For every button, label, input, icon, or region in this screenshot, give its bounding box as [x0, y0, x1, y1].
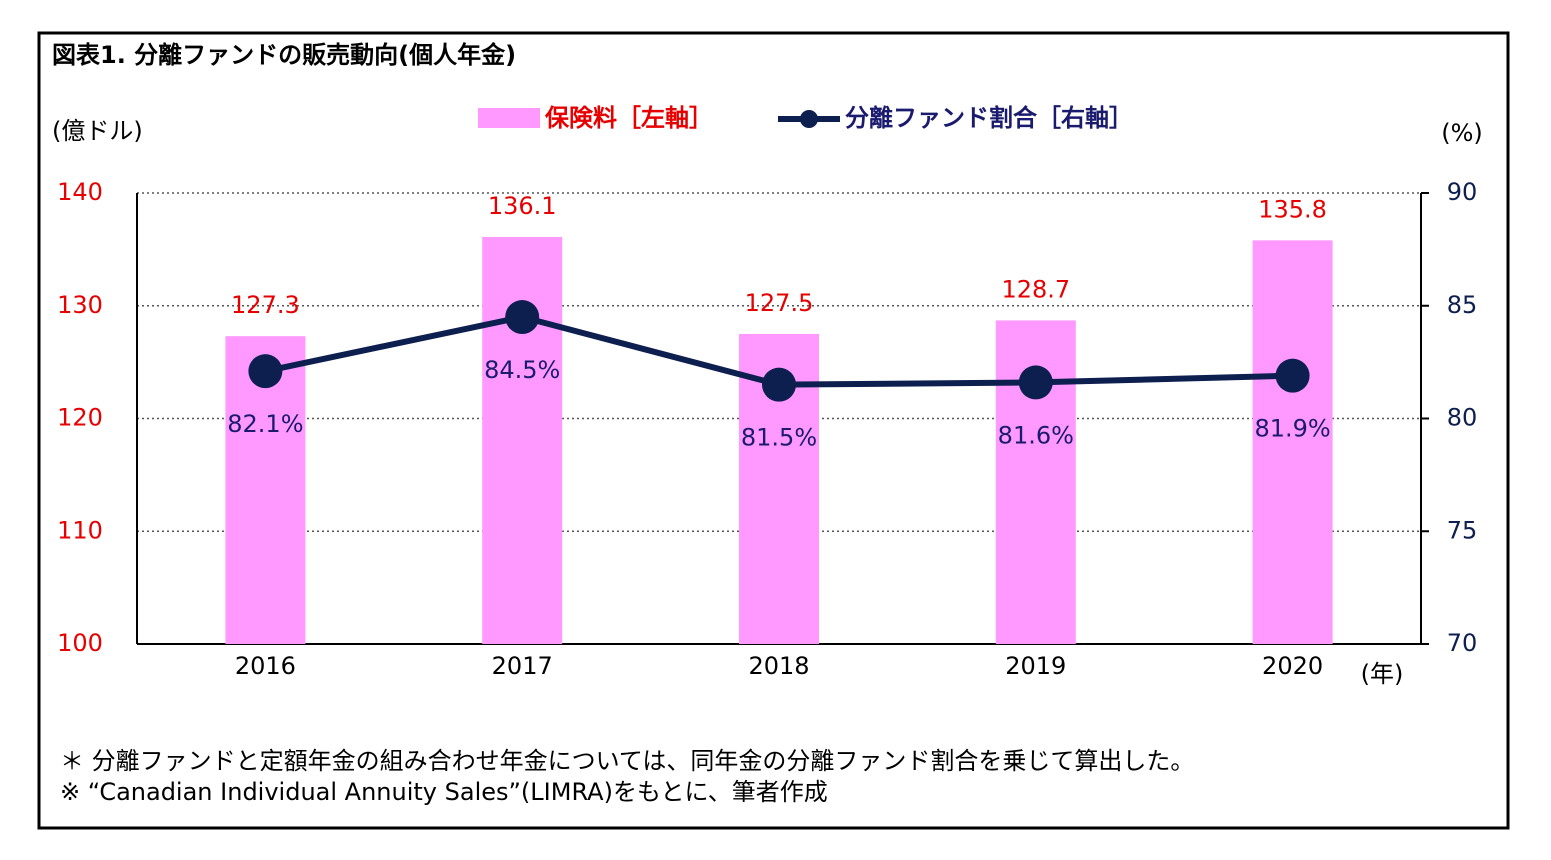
point [1018, 365, 1053, 400]
legend-swatch [800, 110, 818, 128]
data-label: 82.1% [227, 410, 303, 438]
data-label: 81.6% [998, 421, 1074, 449]
x-tick-label: 2016 [235, 652, 296, 680]
point [505, 300, 540, 335]
data-label: 84.5% [484, 356, 560, 384]
x-axis-label: (年) [1361, 660, 1404, 688]
data-label: 127.3 [231, 291, 300, 319]
y-tick-label: 130 [57, 291, 103, 319]
x-tick-label: 2017 [492, 652, 553, 680]
data-label: 81.9% [1254, 415, 1330, 443]
data-label: 135.8 [1258, 195, 1327, 223]
y-tick-label: 120 [57, 404, 103, 432]
y-axis-label: (億ドル) [52, 117, 143, 145]
chart-title: 図表1. 分離ファンドの販売動向(個人年金) [52, 41, 516, 69]
x-tick-label: 2018 [748, 652, 809, 680]
data-label: 128.7 [1001, 275, 1070, 303]
y2-tick-label: 85 [1447, 291, 1478, 319]
data-label: 136.1 [488, 192, 557, 220]
x-tick-label: 2019 [1005, 652, 1066, 680]
legend-swatch [478, 108, 540, 128]
y2-tick-label: 90 [1447, 178, 1478, 206]
footnote: ※ “Canadian Individual Annuity Sales”(LI… [60, 778, 828, 806]
y2-axis-label: (%) [1441, 119, 1483, 147]
footnote: ＊ 分離ファンドと定額年金の組み合わせ年金については、同年金の分離ファンド割合を… [60, 747, 1194, 775]
y-tick-label: 140 [57, 178, 103, 206]
bar [482, 236, 563, 644]
y2-tick-label: 80 [1447, 404, 1478, 432]
y2-tick-label: 70 [1447, 629, 1478, 657]
y-tick-label: 110 [57, 516, 103, 544]
data-label: 81.5% [741, 424, 817, 452]
data-label: 127.5 [745, 289, 814, 317]
y2-tick-label: 75 [1447, 516, 1478, 544]
x-tick-label: 2020 [1262, 652, 1323, 680]
point [248, 354, 283, 389]
point [1275, 358, 1310, 393]
bar [1252, 240, 1333, 645]
legend-label: 分離ファンド割合［右軸］ [845, 104, 1133, 132]
y-tick-label: 100 [57, 629, 103, 657]
point [762, 367, 796, 402]
legend-label: 保険料［左軸］ [544, 104, 713, 132]
